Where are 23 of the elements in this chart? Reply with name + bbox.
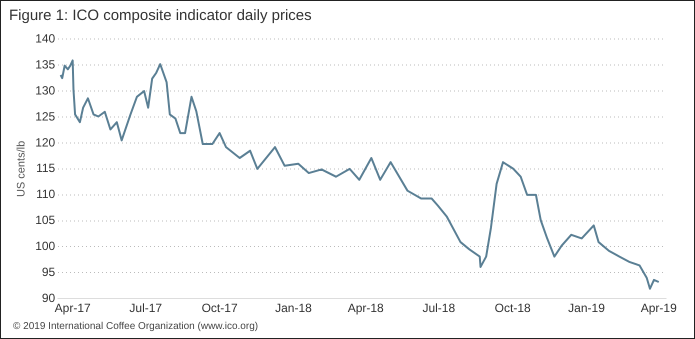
y-tick-label: 105 [35, 213, 56, 228]
y-tick-label: 130 [35, 83, 56, 98]
x-tick-label: Jan-18 [275, 301, 312, 316]
y-tick-label: 95 [42, 264, 56, 279]
y-tick-label: 125 [35, 109, 56, 124]
y-tick-label: 115 [36, 161, 56, 176]
y-tick-label: 110 [36, 187, 56, 202]
x-tick-label: Jul-18 [422, 301, 456, 316]
x-tick-label: Jul-17 [129, 301, 162, 316]
y-tick-label: 140 [35, 32, 56, 46]
y-tick-label: 120 [35, 135, 56, 150]
y-axis-title: US cents/lb [16, 140, 28, 198]
x-tick-label: Apr-19 [640, 301, 678, 316]
x-tick-label: Apr-17 [54, 301, 91, 316]
chart-title: Figure 1: ICO composite indicator daily prices [9, 7, 312, 24]
y-tick-label: 90 [42, 290, 56, 305]
y-tick-label: 100 [35, 239, 56, 254]
text: © 2019 International Coffee Organization (www.ico.org) [13, 321, 258, 332]
x-tick-label: Jan-19 [568, 301, 606, 316]
x-tick-label: Oct-18 [494, 301, 531, 316]
x-tick-label: Apr-18 [348, 301, 384, 316]
x-tick-label: Oct-17 [202, 301, 238, 316]
y-tick-label: 135 [35, 57, 56, 72]
